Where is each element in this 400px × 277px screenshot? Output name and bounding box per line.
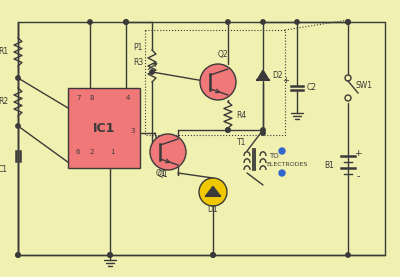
Bar <box>68 88 140 168</box>
Text: Q2: Q2 <box>218 50 229 59</box>
Circle shape <box>108 253 112 257</box>
Text: R4: R4 <box>236 111 246 119</box>
Circle shape <box>16 76 20 80</box>
Circle shape <box>200 64 236 100</box>
Text: C1: C1 <box>0 165 8 175</box>
Text: 4: 4 <box>126 95 130 101</box>
Text: 3: 3 <box>130 128 134 134</box>
Circle shape <box>226 20 230 24</box>
Text: SW1: SW1 <box>355 81 372 91</box>
Text: Q1: Q1 <box>156 169 166 178</box>
Circle shape <box>124 20 128 24</box>
Circle shape <box>16 253 20 257</box>
Circle shape <box>124 20 128 24</box>
Text: 8: 8 <box>90 95 94 101</box>
Circle shape <box>345 95 351 101</box>
Circle shape <box>261 20 265 24</box>
Circle shape <box>211 253 215 257</box>
Circle shape <box>150 70 154 74</box>
Circle shape <box>88 20 92 24</box>
Text: R1: R1 <box>0 47 8 57</box>
Circle shape <box>279 170 285 176</box>
Circle shape <box>345 75 351 81</box>
Text: Q1: Q1 <box>157 170 168 179</box>
Text: -: - <box>356 171 360 181</box>
Circle shape <box>279 148 285 154</box>
Circle shape <box>16 253 20 257</box>
Circle shape <box>199 178 227 206</box>
Text: ELECTRODES: ELECTRODES <box>266 162 307 167</box>
Text: 6: 6 <box>76 149 80 155</box>
Text: D1: D1 <box>208 205 218 214</box>
Circle shape <box>211 253 215 257</box>
Text: +: + <box>354 150 362 158</box>
Circle shape <box>16 124 20 128</box>
Text: D2: D2 <box>272 71 283 79</box>
Text: 1: 1 <box>110 149 114 155</box>
Text: R3: R3 <box>133 58 143 67</box>
Text: T1: T1 <box>237 138 246 147</box>
Circle shape <box>226 128 230 132</box>
Circle shape <box>226 128 230 132</box>
Circle shape <box>295 20 299 24</box>
Circle shape <box>108 253 112 257</box>
Text: C2: C2 <box>307 83 317 93</box>
Circle shape <box>346 253 350 257</box>
Text: R2: R2 <box>0 98 8 106</box>
Text: 7: 7 <box>76 95 80 101</box>
Circle shape <box>261 131 265 135</box>
Circle shape <box>150 134 186 170</box>
Circle shape <box>346 20 350 24</box>
Text: 2: 2 <box>90 149 94 155</box>
Text: IC1: IC1 <box>93 122 115 135</box>
Text: P1: P1 <box>134 43 143 53</box>
Text: TO: TO <box>269 153 279 159</box>
Polygon shape <box>206 186 220 196</box>
Text: +: + <box>282 76 290 85</box>
Text: B1: B1 <box>324 160 334 170</box>
Circle shape <box>261 128 265 132</box>
Circle shape <box>346 20 350 24</box>
Polygon shape <box>257 70 269 80</box>
